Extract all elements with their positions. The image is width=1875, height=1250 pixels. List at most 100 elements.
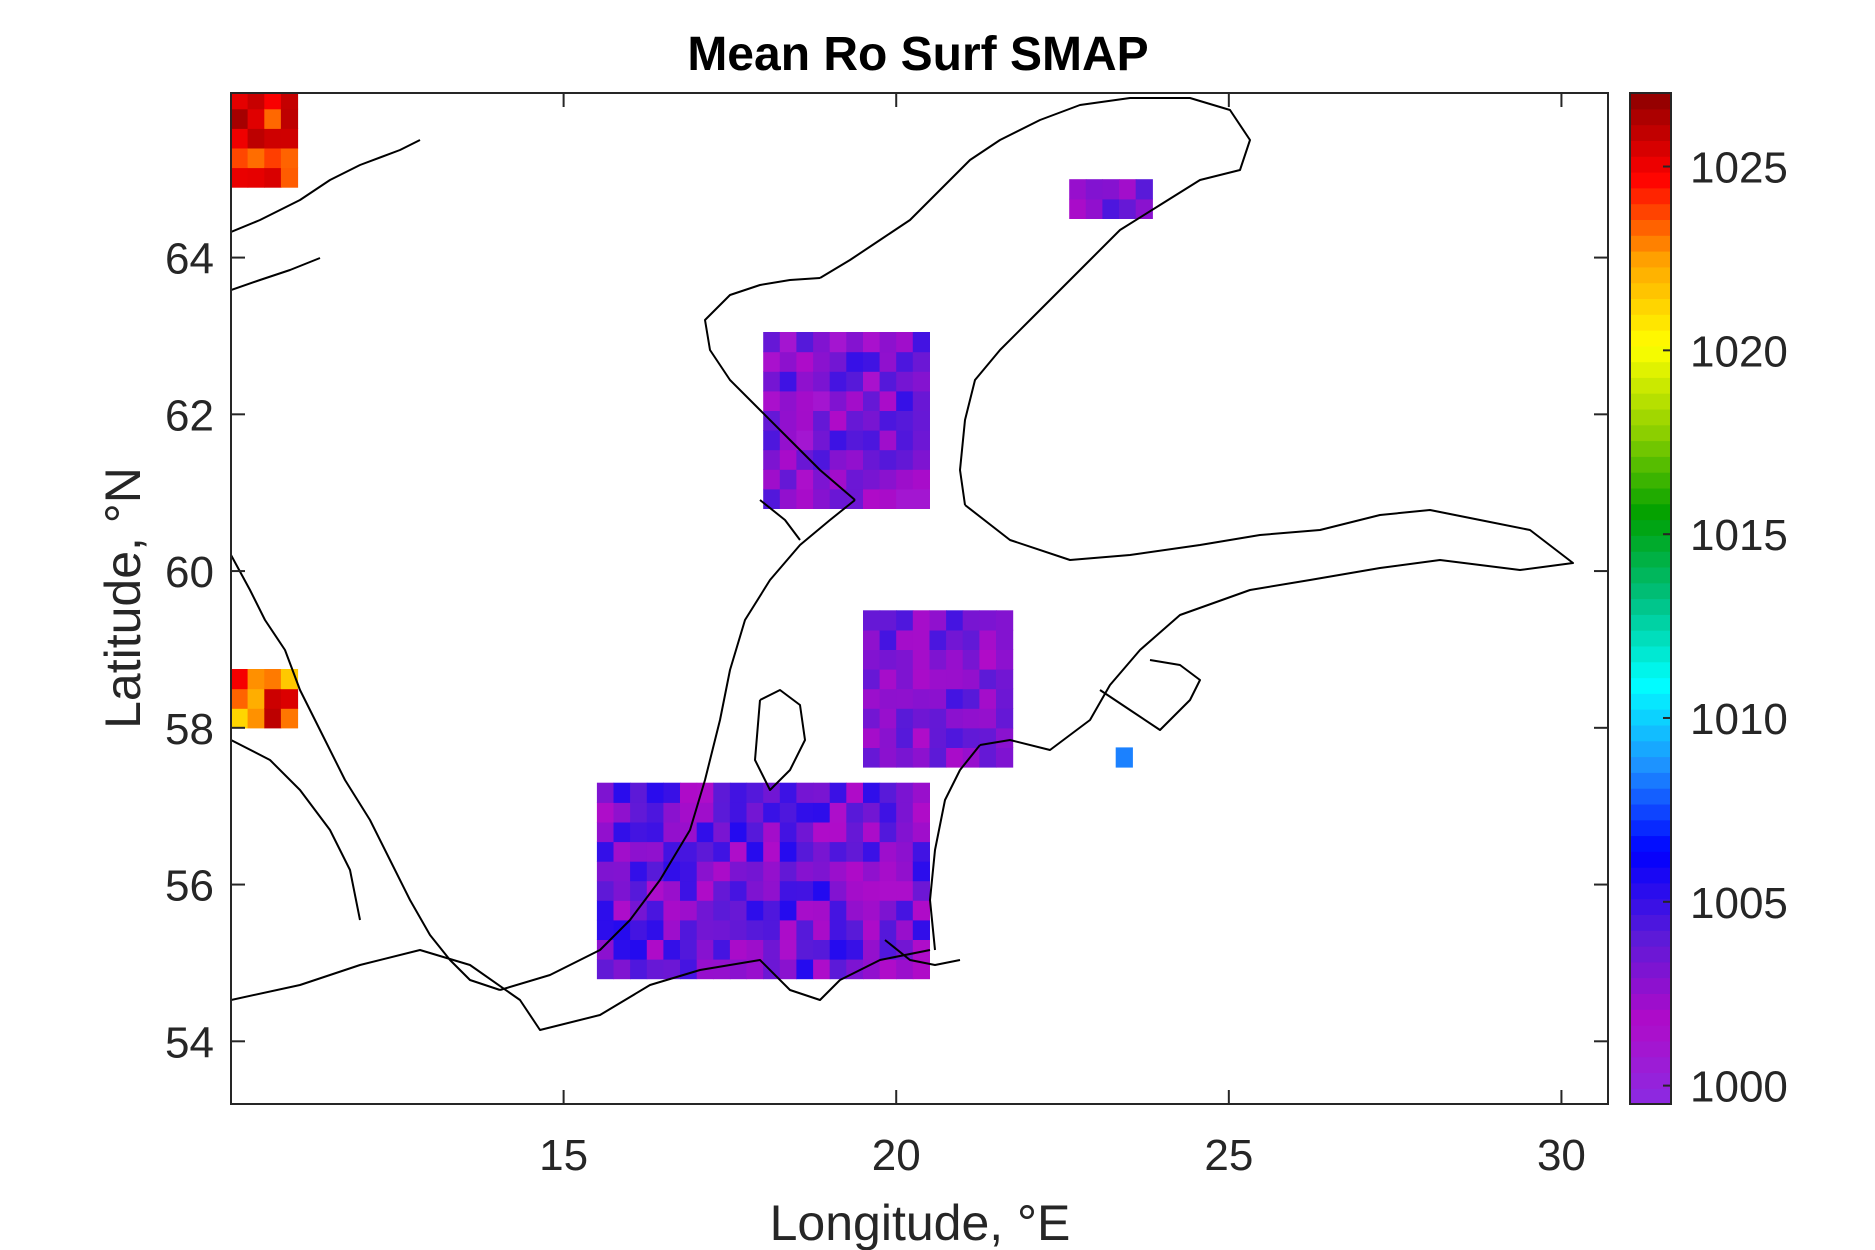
heatmap-cell [996, 688, 1014, 709]
colorbar-segment [1630, 487, 1671, 505]
colorbar-segment [1630, 1072, 1671, 1089]
colorbar-segment [1630, 693, 1671, 710]
colorbar-segment [1630, 472, 1671, 489]
heatmap-cell [962, 727, 980, 748]
heatmap-cell [646, 861, 664, 882]
heatmap-cell [896, 488, 914, 509]
coastline-segment [929, 744, 981, 951]
heatmap-cell [1069, 179, 1087, 200]
heatmap-cell [779, 802, 797, 823]
heatmap-cell [680, 880, 698, 901]
heatmap-cell [946, 669, 964, 690]
heatmap-cell [763, 469, 781, 490]
heatmap-cell [979, 688, 997, 709]
heatmap-cell [912, 669, 930, 690]
heatmap-cell [846, 449, 864, 470]
colorbar-segment [1630, 330, 1671, 347]
coastline-segment [499, 499, 856, 991]
heatmap-cell [863, 430, 881, 451]
heatmap-cell [912, 841, 930, 862]
heatmap-cell [729, 782, 748, 803]
heatmap-cell [912, 410, 930, 431]
y-tick-label: 62 [165, 391, 214, 440]
heatmap-cell [879, 708, 897, 729]
heatmap-cell [996, 747, 1014, 768]
colorbar-segment [1630, 914, 1671, 931]
heatmap-cell [763, 861, 781, 882]
heatmap-cell [696, 861, 714, 882]
heatmap-cell [729, 821, 748, 843]
heatmap-cell [1102, 198, 1120, 219]
colorbar-segment [1630, 172, 1671, 189]
colorbar-segment [1630, 851, 1671, 868]
heatmap-cell [613, 841, 631, 862]
heatmap-cell [763, 488, 781, 509]
heatmap-cell [247, 128, 265, 149]
heatmap-cell [829, 900, 847, 921]
heatmap-cell [863, 861, 881, 882]
heatmap-cell [863, 610, 881, 631]
heatmap-cell [763, 821, 781, 843]
heatmap-cell [829, 390, 847, 411]
heatmap-cell [264, 708, 282, 729]
heatmap-cell [896, 410, 914, 431]
colorbar-segment [1630, 566, 1671, 584]
heatmap-cell [596, 821, 615, 843]
heatmap-cell [264, 93, 282, 110]
heatmap-cell [813, 488, 831, 509]
coastline-segment [231, 739, 361, 921]
heatmap-cell [264, 147, 282, 169]
heatmap-cell [713, 802, 731, 823]
colorbar-segment [1630, 867, 1671, 884]
heatmap-cell [796, 959, 814, 980]
heatmap-cell [863, 900, 881, 921]
heatmap-cell [879, 727, 897, 748]
heatmap-cell [962, 688, 980, 709]
heatmap-cell [713, 959, 731, 980]
heatmap-cell [846, 939, 864, 960]
heatmap-cell [729, 900, 748, 921]
heatmap-cell [996, 629, 1014, 650]
heatmap-cell [280, 128, 299, 149]
colorbar-segment [1630, 598, 1671, 615]
heatmap-cell [663, 880, 681, 901]
coastline-segment [704, 277, 856, 501]
heatmap-cell [696, 939, 714, 960]
heatmap-cell [829, 861, 847, 882]
heatmap-cell [863, 802, 881, 823]
colorbar-segment [1630, 345, 1671, 363]
heatmap-cell [713, 861, 731, 882]
heatmap-cell [680, 782, 698, 803]
colorbar-segment [1630, 772, 1671, 789]
y-tick-label: 60 [165, 548, 214, 597]
y-tick-label: 64 [165, 235, 214, 284]
heatmap-cell [779, 959, 797, 980]
heatmap-cell [713, 782, 731, 803]
heatmap-cell [663, 802, 681, 823]
heatmap-cell [912, 371, 930, 392]
heatmap-cell [829, 332, 847, 353]
heatmap-cell [896, 610, 914, 631]
heatmap-cell [996, 610, 1014, 631]
heatmap-cell [746, 880, 764, 901]
colorbar-frame [1629, 92, 1672, 1105]
heatmap-cell [896, 332, 914, 353]
colorbar-segment [1630, 977, 1671, 994]
heatmap-cell [829, 959, 847, 980]
heatmap-cell [231, 147, 249, 169]
heatmap-cell [646, 782, 664, 803]
colorbar-tick-label: 1005 [1690, 879, 1788, 928]
heatmap-cell [729, 802, 748, 823]
heatmap-cell [231, 128, 249, 149]
heatmap-cell [796, 841, 814, 862]
heatmap-cell [896, 469, 914, 490]
heatmap-cell [779, 351, 797, 372]
y-tick-label: 54 [165, 1018, 214, 1067]
heatmap-cell [796, 371, 814, 392]
heatmap-cell [813, 782, 831, 803]
colorbar-segment [1630, 946, 1671, 963]
heatmap-cell [912, 782, 930, 803]
heatmap-cell [646, 900, 664, 921]
heatmap-cell [962, 649, 980, 670]
heatmap-cell [962, 708, 980, 729]
